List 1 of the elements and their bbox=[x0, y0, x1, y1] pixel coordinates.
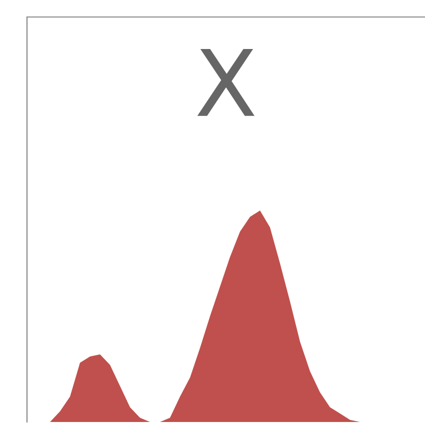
chart-title: X bbox=[197, 48, 255, 116]
